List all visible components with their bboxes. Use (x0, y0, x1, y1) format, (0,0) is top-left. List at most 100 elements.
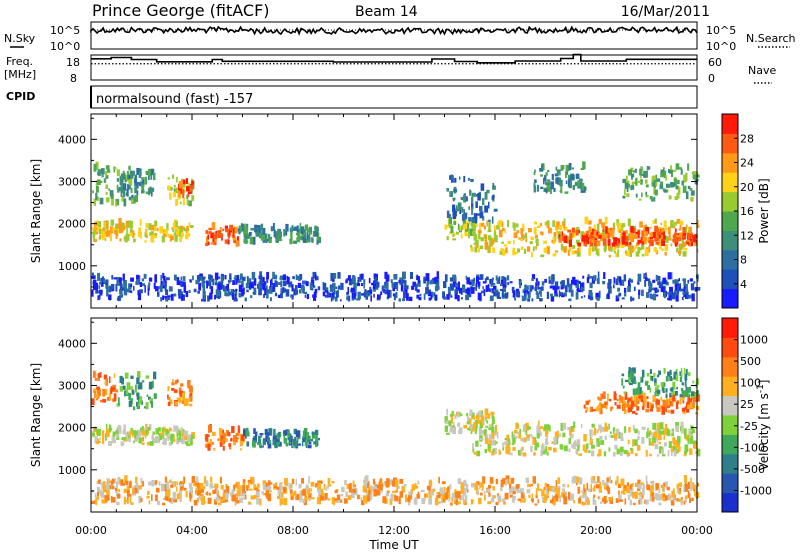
echo-cell (123, 282, 127, 290)
echo-cell (253, 278, 257, 286)
echo-cell (176, 494, 180, 498)
echo-cell (696, 220, 699, 226)
echo-cell (628, 245, 631, 249)
echo-cell (414, 284, 418, 291)
echo-cell (102, 398, 107, 403)
echo-cell (543, 247, 548, 253)
echo-cell (234, 498, 237, 506)
echo-cell (335, 291, 339, 298)
echo-cell (214, 282, 218, 286)
echo-cell (169, 186, 173, 191)
echo-cell (135, 281, 138, 285)
echo-cell (637, 273, 642, 282)
echo-cell (183, 284, 187, 293)
echo-cell (506, 446, 511, 455)
echo-cell (196, 275, 201, 280)
echo-cell (616, 238, 621, 246)
echo-cell (663, 235, 666, 240)
echo-cell (629, 375, 633, 381)
echo-cell (577, 290, 581, 293)
echo-cell (134, 487, 138, 494)
echo-cell (653, 196, 656, 202)
echo-cell (491, 288, 494, 292)
echo-cell (304, 224, 309, 231)
echo-cell (470, 178, 474, 182)
echo-cell (548, 276, 551, 284)
echo-cell (617, 287, 620, 292)
echo-cell (616, 404, 621, 409)
echo-cell (488, 222, 491, 230)
echo-cell (179, 439, 182, 443)
echo-cell (235, 289, 238, 292)
echo-cell (394, 479, 399, 487)
echo-cell (586, 230, 589, 236)
echo-cell (508, 438, 511, 444)
echo-cell (393, 293, 396, 301)
echo-cell (117, 296, 121, 302)
echo-cell (95, 428, 99, 432)
echo-cell (581, 283, 584, 288)
echo-cell (135, 476, 138, 484)
echo-cell (278, 432, 280, 437)
echo-cell (602, 228, 605, 233)
echo-cell (549, 499, 554, 504)
echo-cell (247, 479, 252, 483)
echo-cell (492, 283, 496, 286)
echo-cell (582, 492, 585, 495)
echo-cell (495, 425, 497, 433)
echo-cell (153, 371, 157, 380)
echo-cell (164, 283, 167, 292)
echo-cell (161, 235, 165, 243)
echo-cell (560, 293, 564, 296)
echo-cell (255, 231, 260, 235)
echo-cell (187, 193, 190, 198)
echo-cell (551, 281, 554, 284)
echo-cell (274, 281, 278, 287)
echo-cell (130, 284, 132, 287)
echo-cell (232, 292, 234, 300)
echo-cell (689, 278, 693, 282)
echo-cell (222, 284, 225, 292)
echo-cell (220, 233, 224, 238)
echo-cell (347, 495, 352, 500)
echo-cell (595, 292, 600, 299)
echo-cell (166, 277, 170, 281)
echo-cell (140, 478, 143, 484)
echo-cell (507, 481, 511, 485)
echo-cell (253, 494, 258, 500)
echo-cell (685, 448, 689, 452)
echo-cell (689, 241, 693, 247)
echo-cell (585, 410, 588, 413)
echo-cell (675, 163, 680, 170)
echo-cell (546, 424, 550, 431)
echo-cell (593, 485, 596, 489)
echo-cell (677, 235, 680, 239)
echo-cell (188, 386, 193, 393)
echo-cell (207, 295, 210, 302)
echo-cell (276, 486, 280, 490)
echo-cell (664, 481, 668, 488)
echo-cell (623, 293, 627, 297)
echo-cell (461, 286, 466, 293)
echo-cell (612, 284, 615, 289)
echo-cell (130, 199, 134, 204)
echo-cell (502, 276, 504, 284)
echo-cell (279, 277, 284, 280)
echo-cell (690, 401, 693, 408)
echo-cell (544, 278, 547, 283)
echo-cell (219, 441, 223, 447)
echo-cell (641, 437, 645, 444)
echo-cell (548, 447, 552, 451)
echo-cell (589, 296, 594, 300)
echo-cell (537, 424, 540, 429)
echo-cell (135, 482, 139, 491)
echo-cell (294, 496, 297, 501)
echo-cell (549, 280, 551, 284)
echo-cell (525, 235, 527, 243)
echo-cell (589, 406, 593, 412)
echo-cell (146, 495, 150, 499)
echo-cell (570, 279, 575, 285)
echo-cell (626, 193, 630, 198)
echo-cell (541, 231, 544, 236)
echo-cell (172, 492, 176, 500)
